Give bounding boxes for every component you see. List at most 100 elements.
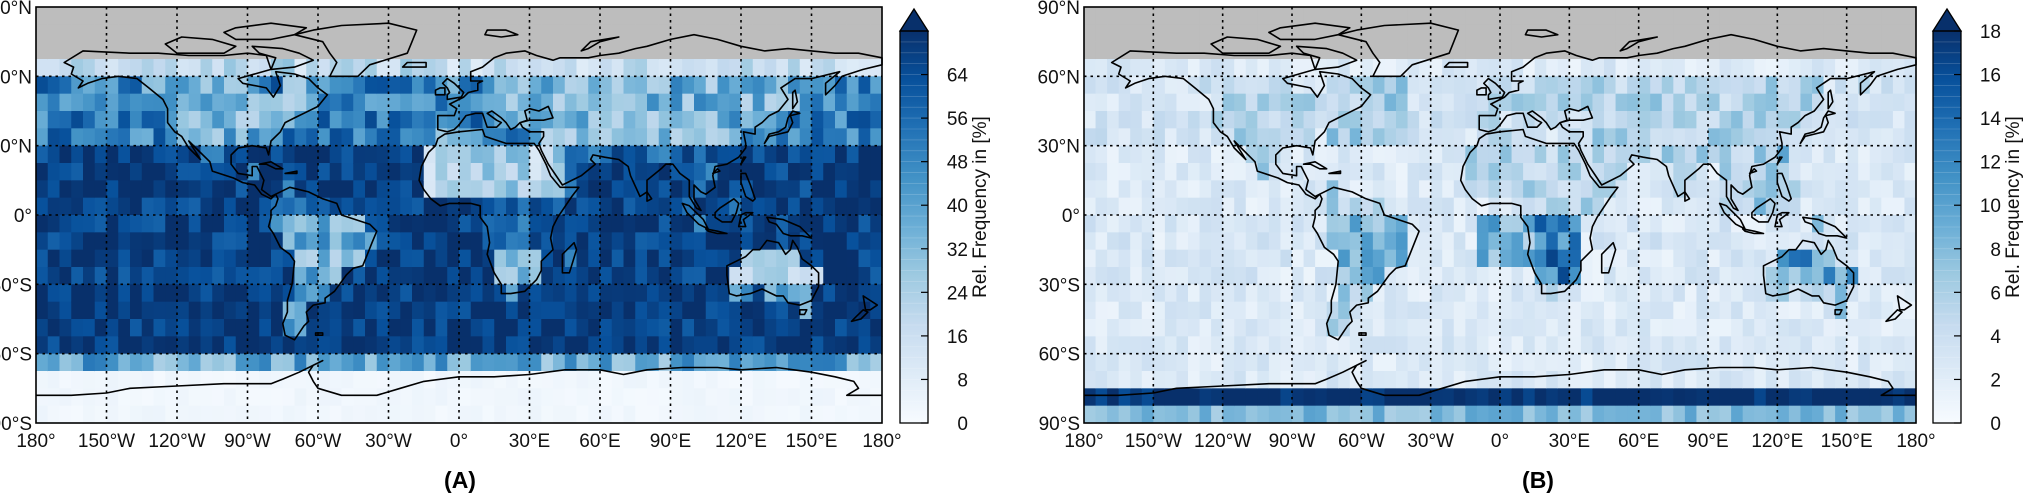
heatmap-cell [1580, 24, 1594, 43]
heatmap-cell [588, 24, 601, 43]
heatmap-cell [470, 353, 484, 372]
heatmap-cell [764, 388, 777, 407]
heatmap-cell [1638, 93, 1651, 112]
heatmap-cell [1430, 336, 1443, 355]
heatmap-cell [1222, 232, 1235, 251]
heatmap-cell [658, 267, 672, 285]
heatmap-cell [1846, 180, 1859, 199]
heatmap-cell [1557, 232, 1570, 251]
heatmap-cell [1118, 180, 1131, 199]
heatmap-cell [1511, 24, 1524, 43]
heatmap-cell [1476, 197, 1490, 216]
heatmap-cell [1141, 371, 1154, 389]
heatmap-cell [423, 267, 437, 285]
heatmap-cell [1823, 371, 1836, 389]
heatmap-cell [1245, 284, 1258, 303]
heatmap-cell [388, 232, 401, 251]
heatmap-cell [494, 267, 507, 285]
heatmap-cell [1765, 319, 1778, 337]
heatmap-cell [1742, 405, 1755, 424]
heatmap-cell [576, 24, 589, 43]
heatmap-cell [1523, 41, 1536, 60]
heatmap-cell [153, 353, 166, 372]
heatmap-cell [1511, 59, 1524, 77]
heatmap-cell [506, 76, 519, 95]
heatmap-cell [1130, 267, 1143, 285]
heatmap-cell [694, 353, 707, 372]
heatmap-cell [412, 353, 425, 372]
heatmap-cell [224, 7, 237, 25]
heatmap-cell [835, 319, 848, 337]
heatmap-cell [694, 319, 707, 337]
heatmap-cell [200, 336, 213, 355]
lon-tick-label: 90°W [224, 431, 271, 452]
heatmap-cell [341, 93, 354, 112]
heatmap-cell [376, 215, 390, 233]
heatmap-cell [705, 388, 719, 407]
heatmap-cell [1361, 249, 1374, 268]
heatmap-cell [1869, 336, 1882, 355]
heatmap-cell [835, 24, 848, 43]
heatmap-cell [1823, 145, 1836, 164]
heatmap-cell [1222, 93, 1235, 112]
heatmap-cell [717, 59, 730, 77]
heatmap-cell [1511, 215, 1524, 233]
heatmap-cell [1315, 284, 1328, 303]
coastline [1885, 309, 1903, 323]
heatmap-cell [200, 145, 213, 164]
heatmap-cell [235, 111, 249, 129]
heatmap-cell [1349, 76, 1362, 95]
heatmap-cell [318, 336, 331, 355]
heatmap-cell [1904, 76, 1917, 95]
heatmap-cell [611, 93, 625, 112]
heatmap-cell [776, 59, 789, 77]
heatmap-cell [1361, 7, 1374, 25]
heatmap-cell [1523, 267, 1536, 285]
colorbar-tick-label: 12 [1980, 153, 2001, 174]
heatmap-cell [94, 336, 108, 355]
heatmap-cell [764, 163, 777, 181]
heatmap-cell [776, 301, 789, 320]
heatmap-cell [1107, 197, 1120, 216]
heatmap-cell [1153, 59, 1166, 77]
heatmap-cell [294, 371, 307, 389]
heatmap-cell [553, 180, 566, 199]
heatmap-cell [1419, 249, 1432, 268]
heatmap-cell [1095, 180, 1108, 199]
heatmap-cell [1084, 59, 1097, 77]
heatmap-cell [1638, 197, 1651, 216]
heatmap-cell [1084, 249, 1097, 268]
heatmap-cell [329, 371, 343, 389]
heatmap-cell [1650, 284, 1663, 303]
coastline [1312, 186, 1420, 341]
heatmap-cell [1211, 59, 1224, 77]
heatmap-cell [1869, 232, 1882, 251]
heatmap-cell [1349, 163, 1362, 181]
heatmap-cell [36, 163, 49, 181]
heatmap-cell [1084, 301, 1097, 320]
heatmap-cell [423, 336, 437, 355]
heatmap-cell [1546, 319, 1559, 337]
panel-label-b: (B) [1522, 467, 1554, 493]
heatmap-cell [1130, 76, 1143, 95]
heatmap-cell [1523, 371, 1536, 389]
heatmap-cell [1280, 197, 1293, 216]
lon-tick-label: 0° [1491, 431, 1509, 452]
heatmap-cell [529, 284, 542, 303]
heatmap-cell [1430, 59, 1443, 77]
heatmap-cell [294, 145, 307, 164]
heatmap-cell [118, 197, 131, 216]
heatmap-cell [541, 76, 554, 95]
heatmap-cell [1823, 301, 1836, 320]
heatmap-cell [564, 41, 578, 60]
heatmap-cell [494, 232, 507, 251]
heatmap-cell [1153, 267, 1166, 285]
heatmap-cell [835, 249, 848, 268]
heatmap-cell [1719, 371, 1732, 389]
heatmap-cell [1557, 145, 1570, 164]
heatmap-cell [1800, 336, 1813, 355]
heatmap-cell [1869, 163, 1882, 181]
heatmap-cell [306, 284, 319, 303]
heatmap-cell [329, 128, 343, 147]
heatmap-cell [1245, 24, 1258, 43]
